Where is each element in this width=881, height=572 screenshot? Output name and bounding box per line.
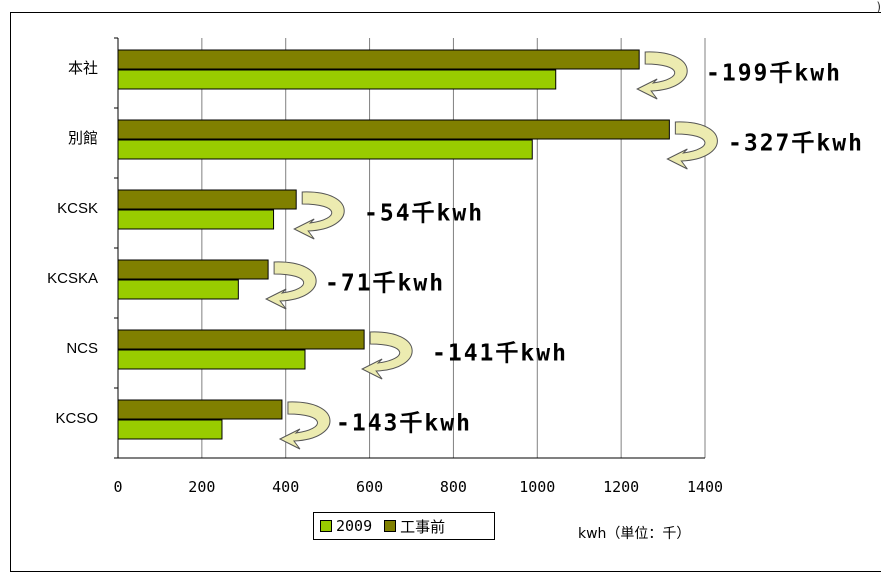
- x-tick-label: 600: [356, 478, 383, 496]
- bar-2009: [117, 209, 275, 230]
- legend-item-before: 工事前: [384, 516, 445, 537]
- reduction-arrow: [636, 51, 688, 100]
- legend-label-before: 工事前: [400, 517, 446, 536]
- reduction-arrow: [666, 121, 718, 170]
- reduction-arrow: [278, 401, 331, 450]
- bar-before: [117, 119, 670, 140]
- unit-label: kwh（単位：千）: [578, 526, 691, 542]
- bar-before: [117, 399, 283, 420]
- bar-2009: [117, 419, 223, 440]
- y-category-label: 本社: [68, 60, 98, 77]
- bar-2009: [117, 349, 306, 370]
- x-tick-label: 1200: [603, 478, 639, 496]
- x-tick-label: 1000: [519, 478, 555, 496]
- x-tick-label: 400: [272, 478, 299, 496]
- bar-2009: [117, 279, 239, 300]
- legend-item-2009: 2009: [320, 517, 372, 535]
- reduction-annotation: -199千kwh: [706, 61, 842, 87]
- reduction-annotation: -141千kwh: [432, 341, 568, 367]
- plot-area: [118, 38, 705, 458]
- y-category-label: KCSO: [55, 410, 98, 427]
- bar-before: [117, 259, 269, 280]
- legend: 2009 工事前: [313, 512, 495, 540]
- reduction-annotation: -71千kwh: [325, 271, 445, 297]
- legend-label-2009: 2009: [336, 517, 373, 535]
- bar-2009: [117, 139, 533, 160]
- bar-before: [117, 49, 640, 70]
- reduction-arrow: [361, 331, 413, 380]
- y-category-label: KCSK: [57, 200, 98, 217]
- reduction-annotation: -327千kwh: [728, 131, 864, 157]
- legend-swatch-2009: [320, 520, 332, 532]
- x-tick-label: 800: [440, 478, 467, 496]
- legend-swatch-before: [384, 520, 397, 532]
- bar-before: [117, 189, 297, 210]
- y-category-label: 別館: [68, 130, 98, 147]
- reduction-annotation: -143千kwh: [336, 411, 472, 437]
- bar-2009: [117, 69, 557, 90]
- reduction-arrow: [293, 191, 345, 240]
- reduction-annotation: -54千kwh: [364, 201, 484, 227]
- corner-mark: ): [876, 0, 881, 14]
- y-category-label: NCS: [66, 340, 98, 357]
- bar-chart: 0 200 400 600 800 1000 1200 1400 本社 -199千kwh 別館 -32…: [47, 37, 864, 496]
- x-tick-label: 1400: [687, 478, 723, 496]
- x-tick-label: 200: [188, 478, 215, 496]
- bar-before: [117, 329, 365, 350]
- x-tick-label: 0: [113, 478, 122, 496]
- y-category-label: KCSKA: [47, 270, 98, 287]
- reduction-arrow: [264, 261, 317, 310]
